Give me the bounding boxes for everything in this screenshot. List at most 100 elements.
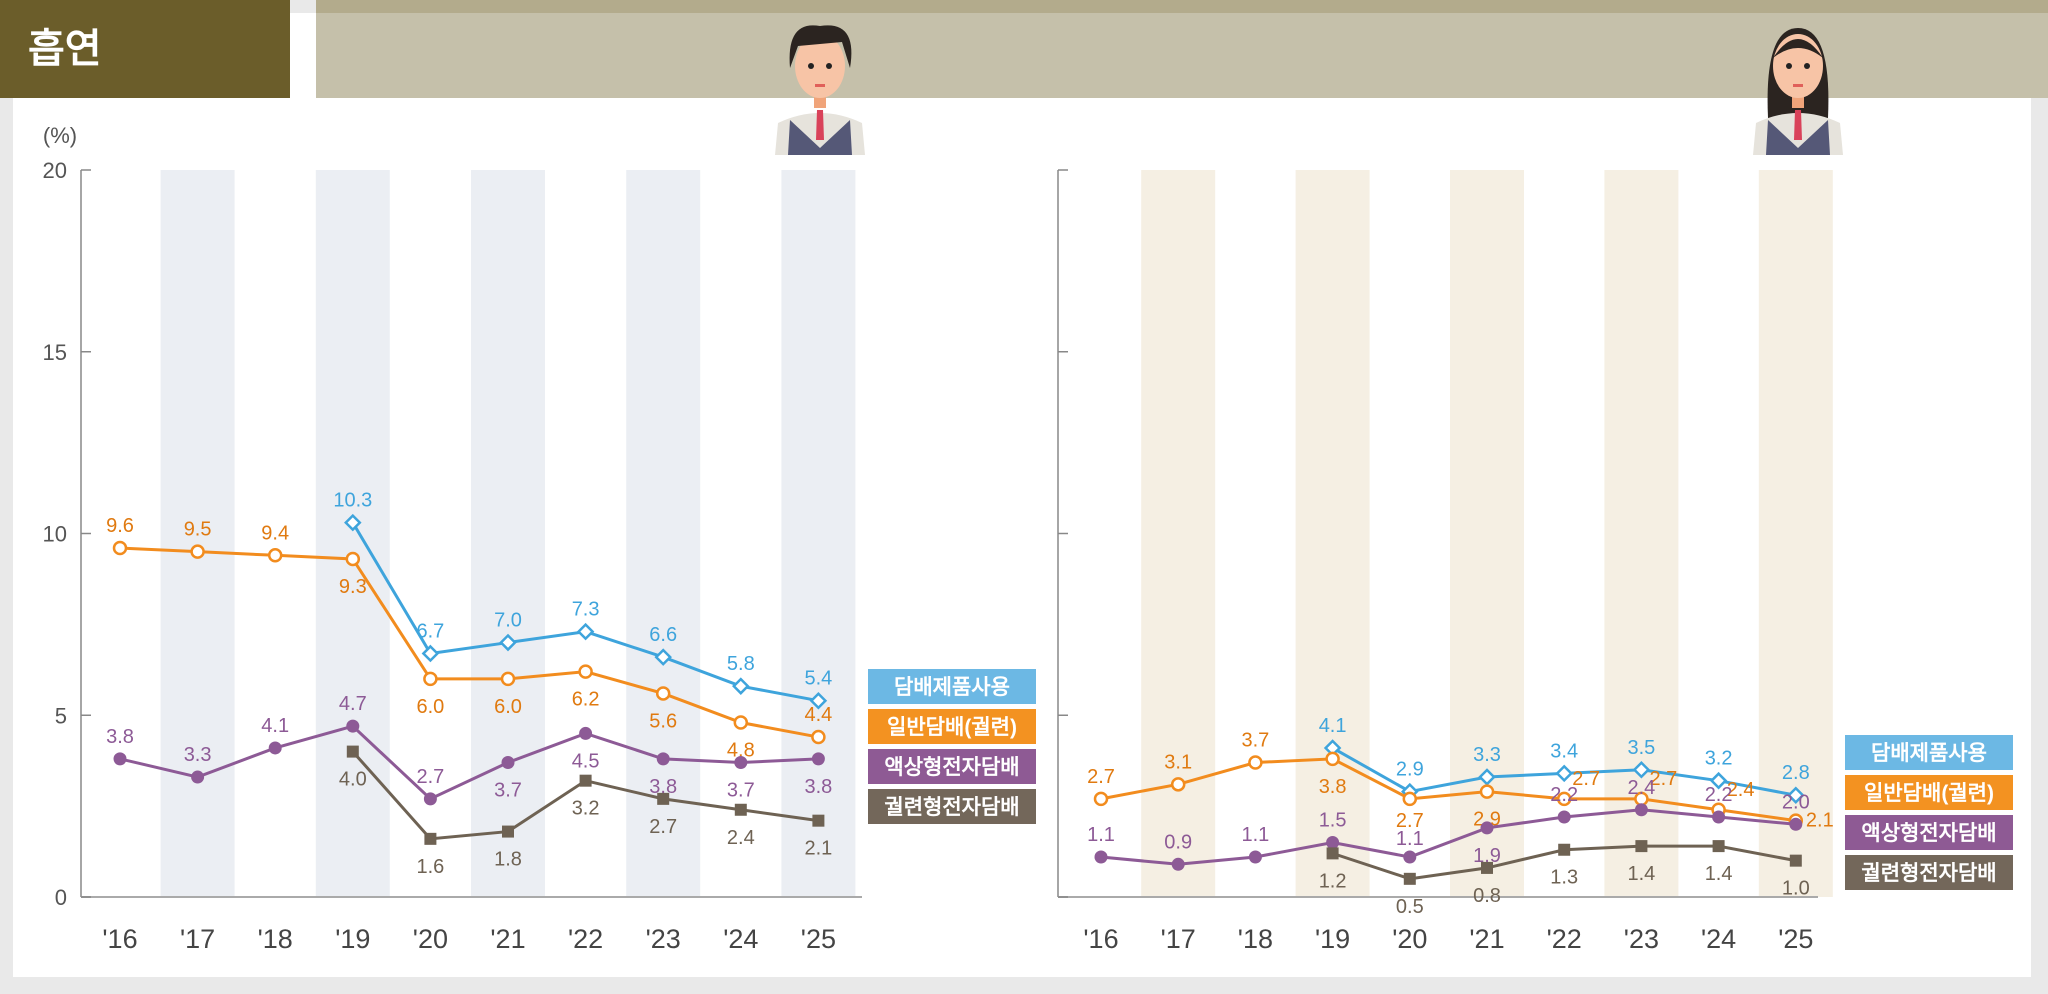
data-point-diamond — [344, 513, 362, 532]
hair — [789, 25, 852, 68]
series-line — [119, 724, 819, 801]
data-point-diamond — [421, 644, 440, 663]
data-label: 1.1 — [1087, 824, 1115, 846]
data-point-circle — [190, 544, 205, 559]
data-label: 3.7 — [494, 780, 522, 802]
x-tick-label: '20 — [1392, 924, 1427, 954]
data-point-circle — [1402, 791, 1418, 807]
data-point-dot — [1712, 810, 1726, 824]
legend-label: 액상형전자담배 — [1861, 821, 1996, 845]
x-tick-label: '16 — [1083, 924, 1118, 954]
y-tick-label: 0 — [55, 885, 67, 910]
x-tick-label: '19 — [1315, 924, 1350, 954]
legend-swatch — [868, 749, 1036, 784]
data-point-dot — [1557, 810, 1571, 824]
data-point-dot — [268, 741, 282, 755]
data-point-dot — [1403, 850, 1417, 864]
data-point-dot — [1326, 835, 1340, 849]
x-tick-label: '25 — [1778, 924, 1813, 954]
series-line — [1100, 757, 1797, 823]
mouth — [1793, 84, 1803, 87]
data-label: 3.2 — [1705, 748, 1733, 770]
data-point-square — [1635, 840, 1648, 853]
column-band — [1295, 170, 1370, 897]
data-label: 1.0 — [1782, 878, 1810, 900]
data-label: 7.3 — [572, 599, 600, 621]
data-label: 4.4 — [804, 704, 832, 726]
mouth — [815, 84, 825, 87]
data-label: 2.7 — [1649, 768, 1677, 790]
data-label: 1.2 — [1319, 870, 1347, 892]
data-point-square — [1481, 861, 1493, 874]
column-band — [1758, 170, 1833, 897]
legend-label: 담배제품사용 — [894, 676, 1010, 699]
data-point-dot — [423, 792, 437, 806]
data-label: 0.8 — [1473, 885, 1501, 907]
data-label: 1.1 — [1241, 824, 1269, 846]
column-band — [626, 170, 701, 897]
data-point-square — [1403, 872, 1416, 885]
data-label: 9.4 — [261, 522, 289, 544]
data-label: 2.4 — [1627, 777, 1655, 799]
series-line — [119, 546, 819, 739]
y-tick-label: 15 — [43, 340, 67, 365]
column-band — [781, 170, 856, 897]
data-label: 4.0 — [339, 769, 367, 791]
data-label: 1.8 — [494, 849, 522, 871]
x-tick-label: '21 — [490, 924, 525, 954]
data-label: 2.2 — [1550, 784, 1578, 806]
data-point-square — [579, 774, 592, 787]
bangs — [1773, 39, 1823, 58]
data-label: 3.8 — [1319, 776, 1347, 798]
data-point-dot — [1480, 821, 1494, 835]
data-point-diamond — [1555, 764, 1573, 783]
legend-label: 일반담배(궐련) — [887, 716, 1017, 739]
x-tick-label: '25 — [801, 924, 836, 954]
data-point-dot — [734, 756, 748, 770]
x-tick-label: '18 — [1238, 924, 1273, 954]
data-label: 4.1 — [261, 715, 289, 737]
data-label: 4.1 — [1319, 715, 1347, 737]
legend-swatch — [1845, 735, 2013, 770]
data-point-square — [1712, 840, 1725, 853]
column-band — [315, 170, 390, 897]
data-label: 1.3 — [1550, 867, 1578, 889]
legend-label: 궐련형전자담배 — [1861, 861, 1996, 885]
data-label: 9.3 — [339, 576, 367, 598]
data-label: 3.2 — [572, 798, 600, 820]
data-label: 2.7 — [1572, 768, 1600, 790]
vest — [1766, 120, 1830, 155]
data-label: 3.1 — [1164, 751, 1192, 773]
data-label: 4.8 — [727, 740, 755, 762]
header-band — [316, 0, 2048, 98]
data-label: 2.1 — [804, 838, 832, 860]
legend-label: 담배제품사용 — [1871, 742, 1987, 765]
data-label: 3.7 — [727, 780, 755, 802]
x-tick-label: '24 — [723, 924, 758, 954]
legend-swatch — [868, 789, 1036, 824]
data-label: 9.5 — [184, 519, 212, 541]
data-point-circle — [267, 548, 283, 563]
data-label: 2.2 — [1705, 784, 1733, 806]
data-label: 3.8 — [106, 726, 134, 748]
legend-label: 일반담배(궐련) — [1864, 782, 1994, 805]
data-point-dot — [579, 726, 593, 740]
x-tick-label: '17 — [180, 924, 215, 954]
tie — [816, 110, 824, 140]
data-point-square — [657, 792, 670, 805]
x-tick-label: '16 — [102, 924, 137, 954]
data-label: 1.9 — [1473, 845, 1501, 867]
data-point-diamond — [809, 691, 828, 710]
eye — [826, 63, 832, 69]
data-label: 3.3 — [184, 744, 212, 766]
data-label: 1.4 — [1705, 863, 1733, 885]
data-point-diamond — [654, 648, 672, 666]
face — [795, 34, 845, 98]
data-label: 2.0 — [1782, 791, 1810, 813]
data-point-square — [424, 832, 437, 845]
data-point-square — [1326, 847, 1339, 860]
data-label: 5.8 — [727, 653, 755, 675]
data-point-dot — [1634, 803, 1648, 817]
data-label: 6.7 — [416, 620, 444, 642]
